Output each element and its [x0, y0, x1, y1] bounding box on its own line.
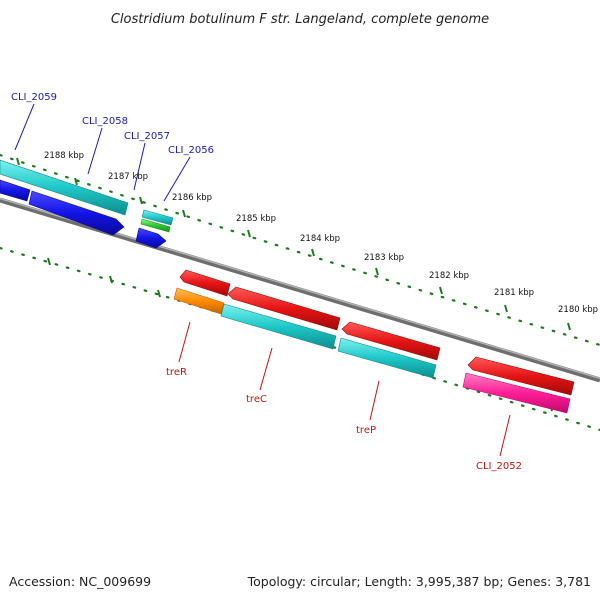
tick-label-2182: 2182 kbp	[429, 271, 469, 281]
tick-label-2188: 2188 kbp	[44, 151, 84, 161]
label-cli-2058[interactable]: CLI_2058	[82, 116, 128, 127]
tick-label-2185: 2185 kbp	[236, 214, 276, 224]
gene-red-2[interactable]	[227, 286, 341, 331]
tick-label-2187: 2187 kbp	[108, 172, 148, 182]
label-tre-r[interactable]: treR	[166, 367, 187, 378]
gene-red-4[interactable]	[467, 356, 575, 396]
outer-major-ticks	[16, 157, 571, 331]
gene-cli-2056-blue[interactable]	[135, 227, 167, 249]
gene-cli-2059-blue[interactable]	[0, 179, 31, 202]
tick-label-2186: 2186 kbp	[172, 193, 212, 203]
label-cli-2052[interactable]: CLI_2052	[476, 461, 522, 472]
gene-tre-c[interactable]	[220, 303, 337, 350]
genome-backbone	[0, 197, 600, 383]
map-title: Clostridium botulinum F str. Langeland, …	[111, 12, 489, 27]
outer-tick-track	[0, 153, 600, 347]
label-tre-p[interactable]: treP	[356, 425, 376, 436]
gene-cli-2059-cyan[interactable]	[0, 159, 129, 216]
gene-tre-p[interactable]	[337, 337, 437, 379]
top-leader-lines	[14, 103, 191, 202]
gene-cli-2057-green[interactable]	[140, 218, 171, 233]
label-cli-2059[interactable]: CLI_2059	[11, 92, 57, 103]
label-cli-2056[interactable]: CLI_2056	[168, 145, 214, 156]
gene-red-1[interactable]	[179, 269, 231, 297]
genome-summary-text: Topology: circular; Length: 3,995,387 bp…	[247, 574, 591, 589]
label-tre-c[interactable]: treC	[246, 394, 267, 405]
gene-cli-2058-blue[interactable]	[28, 190, 125, 236]
gene-cli-2057-cyan[interactable]	[141, 209, 174, 226]
tick-label-2184: 2184 kbp	[300, 234, 340, 244]
accession-text: Accession: NC_009699	[9, 574, 151, 589]
gene-tre-r[interactable]	[173, 287, 225, 315]
bottom-leader-lines	[178, 321, 511, 457]
label-cli-2057[interactable]: CLI_2057	[124, 131, 170, 142]
gene-red-3[interactable]	[341, 321, 441, 361]
gene-cli-2052[interactable]	[462, 372, 571, 414]
tick-label-2181: 2181 kbp	[494, 288, 534, 298]
tick-label-2183: 2183 kbp	[364, 253, 404, 263]
tick-label-2180: 2180 kbp	[558, 305, 598, 315]
